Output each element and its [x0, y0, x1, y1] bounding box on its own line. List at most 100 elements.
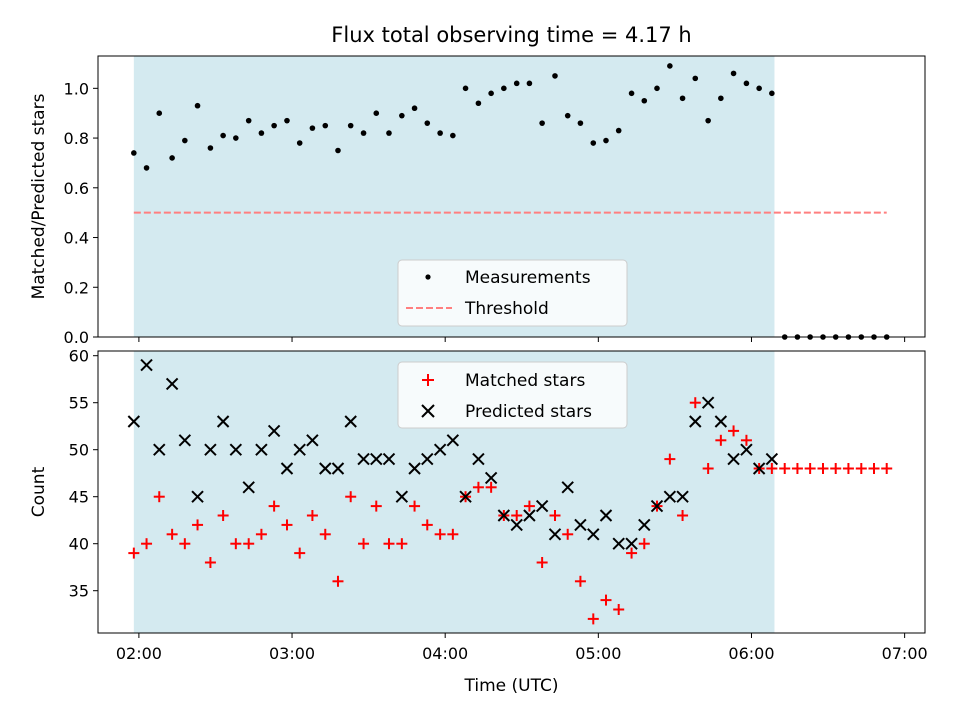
measurement-point	[730, 70, 737, 77]
matched-stars-point	[383, 538, 395, 550]
matched-stars-point	[702, 463, 714, 474]
predicted-stars-point	[191, 490, 204, 503]
predicted-stars-point	[204, 443, 217, 456]
measurement-point	[718, 95, 724, 102]
matched-stars-point	[868, 463, 880, 474]
predicted-stars-point	[587, 528, 600, 541]
matched-stars-point	[804, 463, 816, 474]
matched-stars-point	[728, 425, 740, 437]
count-y-axis-tick-label: 35	[69, 582, 89, 601]
matched-stars-point	[306, 510, 318, 521]
measurement-point	[399, 112, 405, 119]
matched-stars-point	[294, 547, 306, 559]
x-axis-tick-label: 05:00	[575, 644, 621, 663]
measurement-point	[577, 120, 584, 126]
measurement-point	[182, 137, 188, 144]
matched-stars-point	[626, 547, 638, 559]
count-panel-frame	[97, 350, 926, 634]
matched-stars-point	[192, 519, 204, 531]
matched-stars-point	[664, 453, 676, 465]
measurement-point	[322, 122, 329, 129]
predicted-stars-point	[574, 518, 587, 532]
measurement-point	[667, 63, 673, 69]
legend-threshold-label: Threshold	[464, 299, 549, 319]
matched-stars-point	[166, 528, 178, 540]
predicted-stars-point	[421, 452, 434, 466]
ratio-y-axis-tick-label: 0.8	[64, 129, 89, 148]
predicted-stars-point	[612, 537, 625, 550]
ratio-y-axis-tick-label: 0.0	[64, 328, 89, 347]
measurement-point	[462, 85, 469, 92]
measurement-point	[743, 80, 750, 87]
matched-stars-point	[817, 463, 829, 474]
predicted-stars-point	[229, 443, 243, 456]
predicted-stars-point	[561, 481, 574, 494]
predicted-stars-point	[510, 518, 523, 532]
predicted-stars-point	[433, 443, 447, 456]
predicted-stars-point	[255, 443, 268, 456]
count-y-axis-tick-label: 50	[69, 441, 89, 460]
matched-stars-point	[281, 519, 293, 531]
matched-stars-point	[153, 491, 165, 503]
measurement-point	[373, 110, 380, 116]
ratio-y-axis-tick-label: 0.4	[64, 229, 89, 248]
predicted-stars-point	[740, 443, 753, 456]
matched-stars-point	[243, 538, 255, 550]
matched-stars-point	[574, 575, 586, 587]
predicted-stars-point	[280, 462, 294, 475]
matched-stars-point	[179, 538, 191, 550]
matched-stars-point	[255, 528, 267, 540]
legend-measurements-marker	[425, 274, 431, 280]
matched-stars-point	[562, 528, 574, 540]
predicted-stars-point	[242, 481, 255, 494]
matched-stars-point	[128, 547, 140, 559]
predicted-stars-point	[165, 377, 179, 391]
predicted-stars-point	[306, 434, 319, 447]
x-axis-tick-label: 07:00	[882, 644, 928, 663]
matched-stars-point	[600, 594, 612, 606]
predicted-stars-point	[382, 452, 396, 466]
matched-stars-point	[779, 463, 791, 474]
predicted-stars-point	[293, 443, 306, 456]
measurement-point	[296, 140, 303, 146]
measurement-point	[245, 117, 252, 124]
predicted-stars-point	[357, 452, 370, 466]
predicted-stars-point	[140, 358, 153, 372]
predicted-stars-point	[523, 509, 536, 522]
x-axis-tick-label: 06:00	[728, 644, 774, 663]
ratio-y-axis-tick-label: 1.0	[64, 79, 89, 98]
count-y-axis-tick-label: 40	[69, 535, 89, 554]
measurement-point	[258, 130, 265, 136]
matched-stars-point	[472, 481, 484, 493]
x-axis-tick-label: 02:00	[116, 644, 162, 663]
measurement-point	[539, 120, 545, 126]
measurement-point	[756, 85, 762, 92]
measurement-point	[628, 90, 635, 97]
measurement-point	[450, 132, 456, 139]
count-legend-box	[397, 361, 628, 429]
count-y-axis-tick-label: 55	[69, 394, 89, 413]
predicted-stars-point	[408, 462, 421, 475]
matched-stars-point	[204, 557, 216, 568]
measurement-point	[220, 132, 226, 139]
legend-matched-label: Matched stars	[465, 371, 585, 391]
predicted-stars-point	[548, 528, 562, 541]
matched-stars-point	[766, 463, 778, 474]
measurement-point	[564, 112, 571, 119]
matched-stars-point	[141, 538, 153, 550]
matched-stars-point	[855, 463, 867, 474]
predicted-stars-point	[727, 452, 740, 466]
predicted-stars-point	[689, 415, 702, 428]
measurement-point	[156, 110, 163, 116]
measurement-point	[526, 80, 533, 87]
legend-predicted-marker	[421, 404, 435, 418]
predicted-stars-point	[446, 434, 460, 447]
matched-stars-point	[715, 434, 727, 446]
measurement-point	[692, 75, 699, 82]
predicted-stars-point	[331, 462, 345, 475]
measurement-point	[169, 155, 175, 161]
matched-stars-point	[409, 500, 421, 512]
predicted-stars-point	[752, 462, 766, 475]
matched-stars-point	[511, 510, 523, 521]
measurement-point	[284, 117, 290, 124]
